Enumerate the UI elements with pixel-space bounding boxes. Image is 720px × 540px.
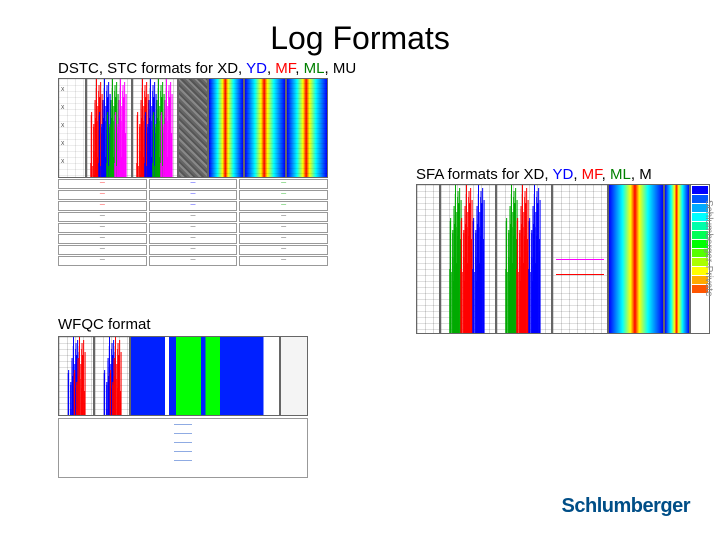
wfqc-log-thumbnail: ——————————————— [58, 336, 308, 486]
sfa-log-thumbnail [416, 184, 710, 334]
dstc-log-thumbnail: XXXXXX ———————————————————————— [58, 78, 330, 288]
watermark-text: Schlumberger-Private [703, 200, 714, 297]
page-title: Log Formats [270, 20, 450, 57]
sfa-subtitle: SFA formats for XD, YD, MF, ML, M [416, 166, 652, 183]
brand-logo: Schlumberger [562, 495, 690, 518]
wfqc-subtitle: WFQC format [58, 316, 151, 333]
dstc-subtitle: DSTC, STC formats for XD, YD, MF, ML, MU [58, 60, 356, 77]
